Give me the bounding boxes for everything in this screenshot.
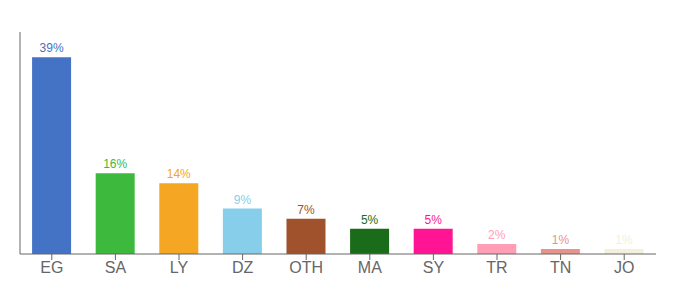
svg-text:9%: 9% bbox=[234, 193, 252, 207]
svg-text:39%: 39% bbox=[40, 41, 64, 55]
svg-text:SY: SY bbox=[423, 259, 445, 276]
svg-text:TN: TN bbox=[550, 259, 571, 276]
svg-text:DZ: DZ bbox=[232, 259, 254, 276]
svg-text:1%: 1% bbox=[615, 233, 633, 247]
svg-text:JO: JO bbox=[614, 259, 634, 276]
svg-text:5%: 5% bbox=[425, 213, 443, 227]
svg-text:1%: 1% bbox=[552, 233, 570, 247]
svg-text:TR: TR bbox=[486, 259, 507, 276]
svg-text:7%: 7% bbox=[297, 203, 315, 217]
svg-text:EG: EG bbox=[40, 259, 63, 276]
svg-text:2%: 2% bbox=[488, 228, 506, 242]
svg-text:14%: 14% bbox=[167, 167, 191, 181]
svg-text:MA: MA bbox=[358, 259, 382, 276]
svg-text:5%: 5% bbox=[361, 213, 379, 227]
svg-text:LY: LY bbox=[170, 259, 189, 276]
svg-text:16%: 16% bbox=[103, 157, 127, 171]
svg-text:SA: SA bbox=[105, 259, 127, 276]
svg-text:OTH: OTH bbox=[289, 259, 323, 276]
